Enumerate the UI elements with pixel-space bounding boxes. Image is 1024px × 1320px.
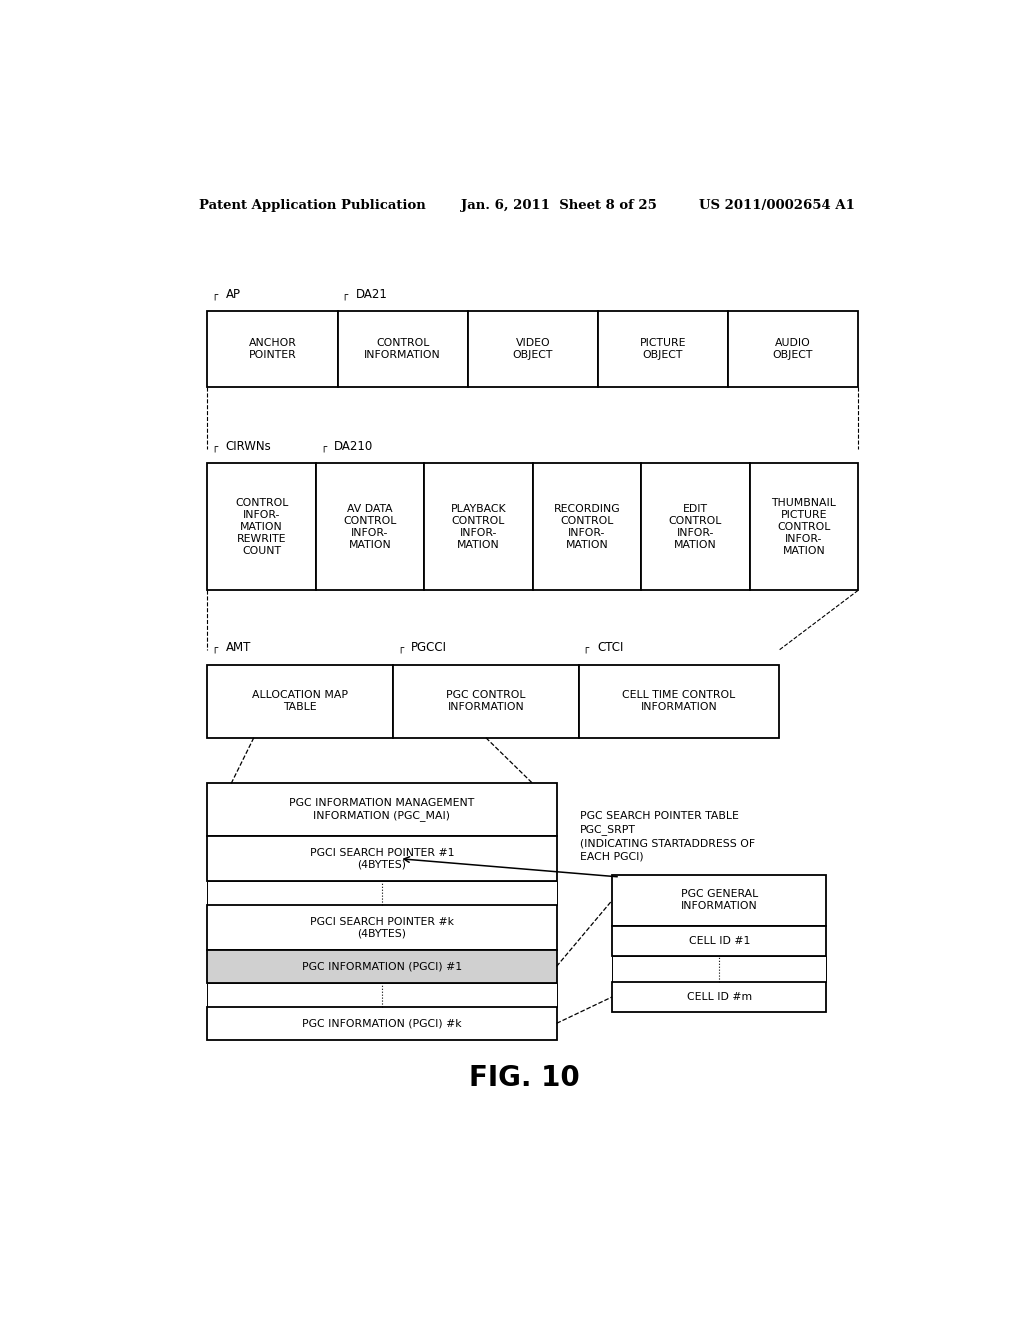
Text: CELL ID #1: CELL ID #1 [688, 936, 750, 946]
Bar [612, 982, 826, 1012]
Bar [468, 312, 598, 387]
Text: PGCCI: PGCCI [412, 642, 447, 655]
Text: PGC INFORMATION (PGCI) #k: PGC INFORMATION (PGCI) #k [302, 1018, 462, 1028]
Text: RECORDING
CONTROL
INFOR-
MATION: RECORDING CONTROL INFOR- MATION [554, 504, 621, 550]
Bar [207, 906, 557, 950]
Text: US 2011/0002654 A1: US 2011/0002654 A1 [699, 198, 855, 211]
Text: PGC SEARCH POINTER TABLE
PGC_SRPT
(INDICATING STARTADDRESS OF
EACH PGCI): PGC SEARCH POINTER TABLE PGC_SRPT (INDIC… [581, 810, 756, 862]
Text: CONTROL
INFOR-
MATION
REWRITE
COUNT: CONTROL INFOR- MATION REWRITE COUNT [234, 498, 289, 556]
Bar [315, 463, 424, 590]
Text: ANCHOR
POINTER: ANCHOR POINTER [249, 338, 296, 360]
Text: EDIT
CONTROL
INFOR-
MATION: EDIT CONTROL INFOR- MATION [669, 504, 722, 550]
Text: PGC INFORMATION (PGCI) #1: PGC INFORMATION (PGCI) #1 [302, 961, 462, 972]
Bar [612, 875, 826, 925]
Text: PGCI SEARCH POINTER #1
(4BYTES): PGCI SEARCH POINTER #1 (4BYTES) [309, 847, 455, 870]
Text: PLAYBACK
CONTROL
INFOR-
MATION: PLAYBACK CONTROL INFOR- MATION [451, 504, 506, 550]
Bar [207, 664, 393, 738]
Text: AP: AP [225, 288, 241, 301]
Bar [207, 463, 315, 590]
Text: ┌: ┌ [211, 290, 217, 301]
Bar [393, 664, 579, 738]
Text: CELL TIME CONTROL
INFORMATION: CELL TIME CONTROL INFORMATION [623, 690, 735, 713]
Text: VIDEO
OBJECT: VIDEO OBJECT [513, 338, 553, 360]
Text: AMT: AMT [225, 642, 251, 655]
Bar [728, 312, 858, 387]
Text: Patent Application Publication: Patent Application Publication [200, 198, 426, 211]
Bar [207, 982, 557, 1007]
Text: ┌: ┌ [397, 644, 403, 655]
Text: PGC GENERAL
INFORMATION: PGC GENERAL INFORMATION [681, 890, 758, 911]
Text: PGC CONTROL
INFORMATION: PGC CONTROL INFORMATION [446, 690, 525, 713]
Bar [207, 837, 557, 880]
Text: ┌: ┌ [211, 644, 217, 655]
Text: Jan. 6, 2011  Sheet 8 of 25: Jan. 6, 2011 Sheet 8 of 25 [461, 198, 657, 211]
Text: ┌: ┌ [583, 644, 589, 655]
Bar [641, 463, 750, 590]
Text: PGCI SEARCH POINTER #k
(4BYTES): PGCI SEARCH POINTER #k (4BYTES) [310, 917, 454, 939]
Bar [598, 312, 728, 387]
Text: CONTROL
INFORMATION: CONTROL INFORMATION [365, 338, 441, 360]
Bar [579, 664, 778, 738]
Bar [207, 950, 557, 982]
Bar [207, 1007, 557, 1040]
Text: CTCI: CTCI [597, 642, 624, 655]
Text: DA210: DA210 [334, 440, 374, 453]
Text: ┌: ┌ [341, 290, 348, 301]
Bar [207, 784, 557, 837]
Text: DA21: DA21 [355, 288, 388, 301]
Bar [207, 312, 338, 387]
Text: PICTURE
OBJECT: PICTURE OBJECT [640, 338, 686, 360]
Text: ┌: ┌ [211, 444, 217, 453]
Text: PGC INFORMATION MANAGEMENT
INFORMATION (PGC_MAI): PGC INFORMATION MANAGEMENT INFORMATION (… [290, 799, 474, 821]
Text: THUMBNAIL
PICTURE
CONTROL
INFOR-
MATION: THUMBNAIL PICTURE CONTROL INFOR- MATION [771, 498, 837, 556]
Text: CELL ID #m: CELL ID #m [687, 991, 752, 1002]
Text: ┌: ┌ [319, 444, 326, 453]
Bar [424, 463, 532, 590]
Bar [207, 880, 557, 906]
Text: FIG. 10: FIG. 10 [469, 1064, 581, 1092]
Bar [750, 463, 858, 590]
Text: CIRWNs: CIRWNs [225, 440, 271, 453]
Text: ALLOCATION MAP
TABLE: ALLOCATION MAP TABLE [252, 690, 348, 713]
Text: AUDIO
OBJECT: AUDIO OBJECT [773, 338, 813, 360]
Bar [612, 956, 826, 982]
Bar [612, 925, 826, 956]
Bar [338, 312, 468, 387]
Bar [532, 463, 641, 590]
Text: AV DATA
CONTROL
INFOR-
MATION: AV DATA CONTROL INFOR- MATION [343, 504, 396, 550]
